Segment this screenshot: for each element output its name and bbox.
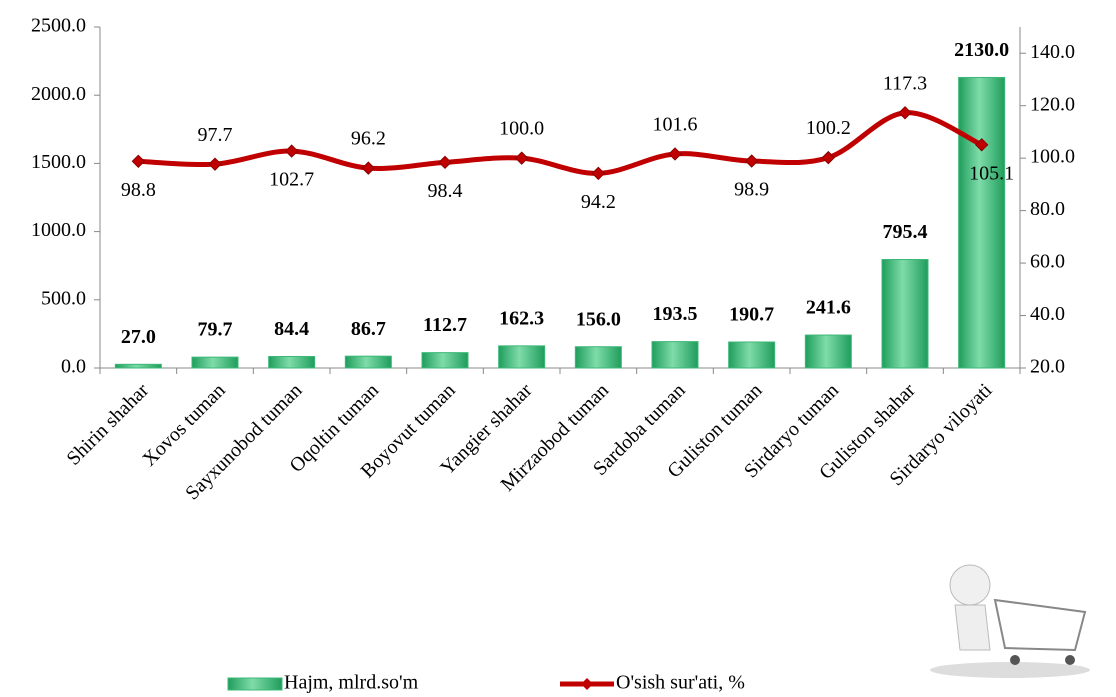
legend-label: Hajm, mlrd.so'm	[284, 672, 419, 694]
line-value-label: 100.0	[499, 118, 544, 140]
bar	[421, 352, 469, 369]
line-marker	[821, 150, 836, 165]
line-value-label: 98.8	[121, 179, 156, 201]
line-marker	[208, 157, 222, 171]
line-marker	[438, 155, 452, 170]
line-value-label: 101.6	[653, 114, 698, 136]
legend-label: O'sish sur'ati, %	[616, 672, 745, 694]
line-value-label: 102.7	[269, 169, 314, 191]
y-tick-label: 1000.0	[31, 219, 86, 241]
bar	[728, 341, 776, 369]
line-marker	[514, 151, 529, 165]
legend-marker	[581, 678, 593, 690]
line-value-label: 105.1	[969, 162, 1014, 184]
line-marker	[744, 154, 759, 168]
y2-tick-label: 80.0	[1030, 198, 1065, 220]
bar	[574, 346, 622, 369]
line-value-label: 100.2	[806, 117, 851, 139]
legend-swatch	[227, 677, 283, 691]
line-value-label: 94.2	[581, 191, 616, 213]
y2-tick-label: 40.0	[1030, 303, 1065, 325]
line-value-label: 98.9	[734, 179, 769, 201]
bar	[344, 355, 392, 369]
bar	[191, 356, 239, 369]
line-marker	[591, 166, 606, 181]
line-value-label: 97.7	[198, 124, 233, 146]
y2-tick-label: 100.0	[1030, 146, 1075, 168]
line	[138, 110, 983, 176]
line-value-label: 98.4	[428, 180, 463, 202]
bar	[881, 259, 929, 369]
bar	[651, 341, 699, 369]
bar	[958, 76, 1006, 369]
y-tick-label: 1500.0	[31, 151, 86, 173]
line-marker	[131, 154, 146, 169]
bar-value-label: 86.7	[351, 318, 386, 340]
line-marker	[361, 161, 376, 175]
y-tick-label: 2000.0	[31, 83, 86, 105]
line-marker	[284, 144, 299, 158]
line-value-label: 96.2	[351, 128, 386, 150]
bar-value-label: 190.7	[729, 304, 774, 326]
bar	[268, 355, 316, 369]
bar-value-label: 79.7	[198, 319, 233, 341]
y2-tick-label: 140.0	[1030, 41, 1075, 63]
line-marker	[974, 138, 989, 152]
y-tick-label: 500.0	[41, 287, 86, 309]
bar-value-label: 27.0	[121, 326, 156, 348]
line-marker	[898, 106, 912, 120]
bar-value-label: 795.4	[883, 221, 928, 243]
y2-tick-label: 20.0	[1030, 356, 1065, 378]
bar	[804, 334, 852, 369]
bar-value-label: 2130.0	[954, 39, 1009, 61]
y-tick-label: 0.0	[61, 356, 86, 378]
line-value-label: 117.3	[883, 72, 927, 94]
bar	[114, 363, 162, 369]
y2-tick-label: 60.0	[1030, 251, 1065, 273]
y2-tick-label: 120.0	[1030, 93, 1075, 115]
bar-value-label: 162.3	[499, 307, 544, 329]
shopper-illustration	[930, 564, 1090, 678]
bar-value-label: 241.6	[806, 297, 851, 319]
bar-value-label: 156.0	[576, 308, 621, 330]
line-marker	[668, 147, 682, 161]
bar-value-label: 193.5	[653, 303, 698, 325]
bar	[498, 345, 546, 369]
bar-value-label: 112.7	[423, 314, 467, 336]
bar-value-label: 84.4	[274, 318, 309, 340]
y-tick-label: 2500.0	[31, 15, 86, 37]
